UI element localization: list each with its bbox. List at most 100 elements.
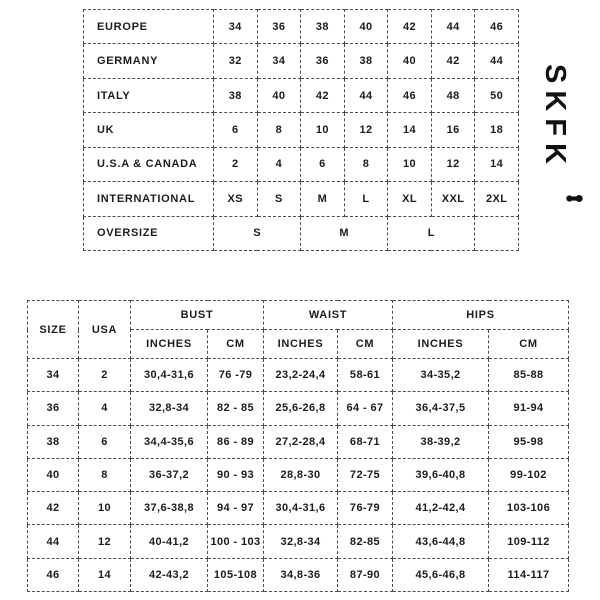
size-value-cell: L	[343, 181, 389, 217]
size-value-cell	[474, 215, 519, 252]
col-header-waist: WAIST	[263, 300, 393, 330]
size-value-cell: 12	[343, 112, 389, 148]
measurement-cell: 42-43,2	[130, 557, 208, 593]
col-header-size: SIZE	[27, 300, 79, 359]
size-value-cell: 14	[474, 146, 519, 183]
size-value-cell: 40	[256, 77, 302, 114]
size-value-cell: 32	[213, 43, 258, 79]
size-value-cell: 42	[387, 8, 432, 45]
measurement-cell: 45,6-46,8	[392, 557, 489, 593]
measurement-row: 46 14 42-43,2 105-108 34,8-36 87-90 45,6-46,8 1…	[27, 557, 570, 593]
size-value-cell: 10	[300, 112, 345, 148]
col-header-cm: CM	[487, 329, 570, 359]
size-value-cell: 14	[387, 112, 432, 148]
region-label: INTERNATIONAL	[83, 181, 214, 217]
conversion-row: U.S.A & CANADA 2 4 6 8 10 12 14	[83, 146, 519, 183]
size-value-cell: L	[387, 215, 476, 252]
measurement-cell: 23,2-24,4	[263, 357, 338, 393]
measurement-cell: 25,6-26,8	[263, 391, 338, 426]
size-value-cell: 8	[343, 146, 389, 183]
measurement-cell: 2	[78, 357, 131, 393]
measurement-cell: 44	[27, 524, 79, 559]
size-value-cell: 48	[430, 77, 476, 114]
size-value-cell: 34	[256, 43, 302, 79]
size-value-cell: 40	[343, 8, 389, 45]
size-value-cell: M	[300, 181, 345, 217]
conversion-row: EUROPE 34 36 38 40 42 44 46	[83, 8, 519, 45]
col-header-bust: BUST	[130, 300, 264, 330]
measurement-header-sub-row: INCHES CM INCHES CM INCHES CM	[28, 329, 570, 359]
measurement-cell: 109-112	[487, 524, 570, 559]
measurement-cell: 94 - 97	[207, 491, 264, 526]
size-value-cell: 44	[474, 43, 519, 79]
size-value-cell: 44	[343, 77, 389, 114]
col-header-hips: HIPS	[391, 300, 570, 330]
size-value-cell: 50	[474, 77, 519, 114]
region-label: EUROPE	[83, 8, 214, 45]
measurement-cell: 85-88	[487, 357, 570, 393]
size-value-cell: 38	[343, 43, 389, 79]
size-value-cell: 10	[387, 146, 432, 183]
size-value-cell: S	[212, 215, 302, 252]
measurement-cell: 43,6-44,8	[392, 524, 489, 559]
measurement-row: 42 10 37,6-38,8 94 - 97 30,4-31,6 76-79 41,2-4…	[27, 491, 570, 526]
size-value-cell: 16	[430, 112, 476, 148]
measurement-cell: 105-108	[207, 557, 264, 593]
size-value-cell: 38	[300, 8, 345, 45]
measurement-cell: 86 - 89	[207, 424, 264, 459]
measurement-cell: 58-61	[337, 357, 393, 393]
measurement-cell: 12	[78, 524, 131, 559]
size-value-cell: 46	[474, 8, 519, 45]
measurement-cell: 28,8-30	[263, 457, 338, 493]
size-value-cell: 38	[213, 77, 258, 114]
size-value-cell: 18	[474, 112, 519, 148]
measurement-cell: 36,4-37,5	[392, 391, 489, 426]
region-label: GERMANY	[83, 43, 214, 79]
size-conversion-table: EUROPE 34 36 38 40 42 44 46 GERMANY 32 34 36 38 40 42 4…	[83, 8, 519, 252]
measurement-cell: 100 - 103	[207, 524, 264, 559]
size-value-cell: 4	[256, 146, 302, 183]
conversion-row: OVERSIZE S M L	[83, 215, 519, 252]
col-header-cm: CM	[337, 329, 393, 359]
measurement-row: 40 8 36-37,2 90 - 93 28,8-30 72-75 39,6-40,8 99…	[27, 457, 570, 493]
measurement-cell: 42	[27, 491, 79, 526]
size-value-cell: 6	[300, 146, 345, 183]
measurement-cell: 14	[78, 557, 131, 593]
measurement-cell: 4	[78, 391, 131, 426]
measurement-cell: 37,6-38,8	[130, 491, 208, 526]
size-value-cell: 36	[300, 43, 345, 79]
col-header-inches: INCHES	[392, 329, 489, 359]
measurement-cell: 30,4-31,6	[130, 357, 208, 393]
measurement-cell: 40	[27, 457, 79, 493]
size-value-cell: 12	[430, 146, 476, 183]
size-value-cell: 2	[213, 146, 258, 183]
measurement-cell: 36-37,2	[130, 457, 208, 493]
brand-logo: SKFK	[539, 64, 571, 204]
measurement-cell: 41,2-42,4	[392, 491, 489, 526]
measurement-cell: 91-94	[487, 391, 570, 426]
measurement-cell: 36	[27, 391, 79, 426]
measurement-row: 36 4 32,8-34 82 - 85 25,6-26,8 64 - 67 36,4-37…	[27, 391, 570, 426]
measurement-cell: 34,4-35,6	[130, 424, 208, 459]
col-header-cm: CM	[207, 329, 264, 359]
measurement-cell: 34	[27, 357, 79, 393]
measurement-cell: 40-41,2	[130, 524, 208, 559]
conversion-row: INTERNATIONAL XS S M L XL XXL 2XL	[83, 181, 519, 217]
size-value-cell: 42	[430, 43, 476, 79]
measurement-cell: 38	[27, 424, 79, 459]
measurement-cell: 27,2-28,4	[263, 424, 338, 459]
measurement-header-group-row: SIZE USA BUST WAIST HIPS	[27, 300, 570, 359]
size-value-cell: 36	[256, 8, 302, 45]
measurement-table: SIZE USA BUST WAIST HIPS INCHES CM INCHES CM INCH…	[27, 300, 570, 593]
measurement-cell: 76 -79	[207, 357, 264, 393]
conversion-row: UK 6 8 10 12 14 16 18	[83, 112, 519, 148]
col-header-inches: INCHES	[130, 329, 208, 359]
measurement-cell: 95-98	[487, 424, 570, 459]
measurement-row: 38 6 34,4-35,6 86 - 89 27,2-28,4 68-71 38-39,2…	[27, 424, 570, 459]
conversion-row: ITALY 38 40 42 44 46 48 50	[83, 77, 519, 114]
measurement-cell: 46	[27, 557, 79, 593]
size-value-cell: 2XL	[474, 181, 519, 217]
measurement-cell: 82 - 85	[207, 391, 264, 426]
measurement-cell: 76-79	[337, 491, 393, 526]
dumbbell-icon	[566, 195, 583, 202]
